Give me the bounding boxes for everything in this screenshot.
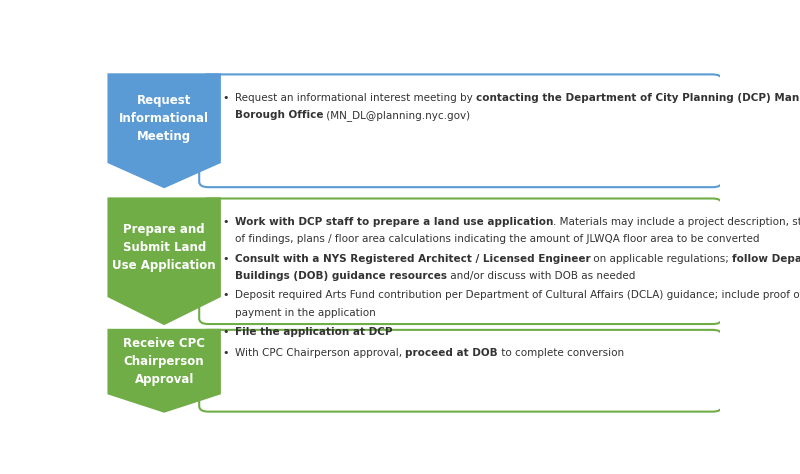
Text: •: • (222, 254, 229, 264)
Text: contacting the Department of City Planning (DCP) Manhattan: contacting the Department of City Planni… (475, 92, 800, 103)
Text: Buildings (DOB) guidance resources: Buildings (DOB) guidance resources (234, 271, 446, 281)
Polygon shape (107, 197, 221, 325)
Text: •: • (222, 328, 229, 337)
Text: of findings, plans / floor area calculations indicating the amount of JLWQA floo: of findings, plans / floor area calculat… (234, 234, 759, 244)
Text: •: • (222, 291, 229, 301)
Polygon shape (107, 73, 221, 188)
Text: With CPC Chairperson approval,: With CPC Chairperson approval, (234, 348, 405, 358)
Text: Receive CPC
Chairperson
Approval: Receive CPC Chairperson Approval (123, 337, 205, 386)
Text: •: • (222, 217, 229, 227)
FancyBboxPatch shape (199, 330, 722, 411)
Text: . Materials may include a project description, statement: . Materials may include a project descri… (553, 217, 800, 227)
FancyBboxPatch shape (199, 199, 722, 324)
FancyBboxPatch shape (199, 74, 722, 187)
Text: Request an informational interest meeting by: Request an informational interest meetin… (234, 92, 475, 103)
Text: Prepare and
Submit Land
Use Application: Prepare and Submit Land Use Application (112, 223, 216, 272)
Text: Request
Informational
Meeting: Request Informational Meeting (119, 94, 209, 143)
Text: Work with DCP staff to prepare a land use application: Work with DCP staff to prepare a land us… (234, 217, 553, 227)
Text: follow Department of: follow Department of (732, 254, 800, 264)
Text: •: • (222, 92, 229, 103)
Text: (MN_DL@planning.nyc.gov): (MN_DL@planning.nyc.gov) (323, 110, 470, 121)
Text: Consult with a NYS Registered Architect / Licensed Engineer: Consult with a NYS Registered Architect … (234, 254, 590, 264)
Polygon shape (107, 329, 221, 413)
Text: File the application at DCP: File the application at DCP (234, 328, 392, 337)
Text: Borough Office: Borough Office (234, 110, 323, 120)
Text: •: • (222, 348, 229, 358)
Text: payment in the application: payment in the application (234, 308, 375, 318)
Text: and/or discuss with DOB as needed: and/or discuss with DOB as needed (446, 271, 635, 281)
Text: Deposit required Arts Fund contribution per Department of Cultural Affairs (DCLA: Deposit required Arts Fund contribution … (234, 291, 800, 301)
Text: to complete conversion: to complete conversion (498, 348, 624, 358)
Text: proceed at DOB: proceed at DOB (405, 348, 498, 358)
Text: on applicable regulations;: on applicable regulations; (590, 254, 732, 264)
